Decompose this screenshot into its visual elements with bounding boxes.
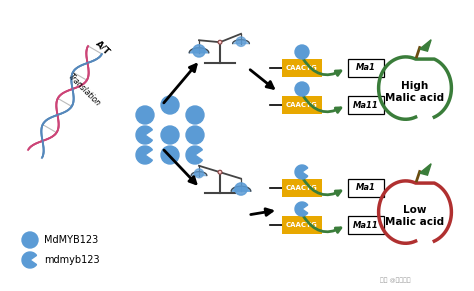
Circle shape [295,45,309,59]
FancyBboxPatch shape [282,179,322,197]
Wedge shape [136,126,152,144]
Text: Ma11: Ma11 [353,100,379,109]
Circle shape [235,183,247,195]
Circle shape [161,146,179,164]
Circle shape [186,106,204,124]
Wedge shape [295,165,308,179]
Polygon shape [231,186,251,191]
Text: A/T: A/T [94,39,112,57]
Text: Low
Malic acid: Low Malic acid [385,205,445,228]
Circle shape [136,106,154,124]
Circle shape [295,82,309,96]
Polygon shape [379,181,451,243]
FancyBboxPatch shape [282,216,322,234]
Circle shape [22,232,38,248]
Circle shape [193,45,205,57]
Polygon shape [419,164,431,175]
Polygon shape [189,48,209,53]
Circle shape [236,37,246,46]
FancyBboxPatch shape [282,96,322,114]
Text: CAACTG: CAACTG [286,222,318,228]
Circle shape [186,126,204,144]
Text: MdMYB123: MdMYB123 [44,235,98,245]
Text: Ma1: Ma1 [356,184,376,193]
FancyBboxPatch shape [348,96,384,114]
FancyBboxPatch shape [348,179,384,197]
Text: CAACTG: CAACTG [286,185,318,191]
Text: CAACTG: CAACTG [286,102,318,108]
Text: 知乎 @植物科学: 知乎 @植物科学 [380,277,410,283]
FancyBboxPatch shape [348,59,384,77]
Polygon shape [233,40,249,44]
Circle shape [161,126,179,144]
Text: Ma11: Ma11 [353,221,379,230]
Circle shape [161,96,179,114]
Circle shape [218,40,222,44]
Wedge shape [295,202,308,216]
Circle shape [218,170,222,174]
Polygon shape [191,172,207,175]
Text: CAACTG: CAACTG [286,65,318,71]
Circle shape [194,169,203,178]
Wedge shape [22,252,36,268]
Polygon shape [419,40,431,51]
Wedge shape [136,146,152,164]
FancyBboxPatch shape [282,59,322,77]
Wedge shape [186,146,202,164]
Polygon shape [379,57,451,119]
Text: Translation: Translation [66,72,102,108]
Text: Ma1: Ma1 [356,63,376,72]
Text: mdmyb123: mdmyb123 [44,255,100,265]
FancyBboxPatch shape [348,216,384,234]
Text: High
Malic acid: High Malic acid [385,81,445,103]
